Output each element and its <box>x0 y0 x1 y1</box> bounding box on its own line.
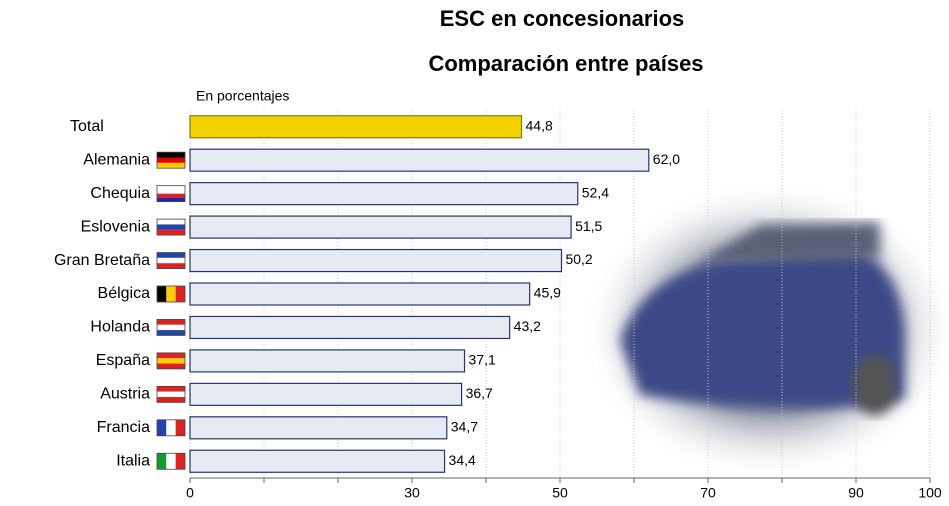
flag <box>156 385 186 403</box>
flag-stripe <box>157 257 185 264</box>
flag-stripe <box>157 219 185 225</box>
flag-stripe <box>157 391 185 398</box>
flag-stripe <box>157 363 185 369</box>
category-label: Total <box>70 118 104 135</box>
x-tick-label: 70 <box>700 485 716 501</box>
flag-stripe <box>175 286 185 302</box>
value-label: 51,5 <box>575 218 602 234</box>
flag-stripe <box>166 286 176 302</box>
flag-border <box>156 151 186 169</box>
flag-stripe <box>166 453 176 470</box>
flag-stripe <box>157 386 185 392</box>
value-label: 37,1 <box>469 352 496 368</box>
flag-stripe <box>157 189 185 194</box>
flag-stripe <box>157 185 185 190</box>
flag <box>156 352 186 370</box>
category-label: España <box>96 352 150 369</box>
category-label: Gran Bretaña <box>54 252 150 269</box>
flag-stripe <box>157 224 185 230</box>
category-label: Italia <box>116 452 150 469</box>
category-label: Chequia <box>90 185 150 202</box>
flag-border <box>156 419 186 437</box>
value-label: 36,7 <box>466 385 493 401</box>
bar <box>189 416 448 440</box>
category-label: Austria <box>100 386 150 403</box>
chart-title: ESC en concesionarios <box>440 6 685 31</box>
flag <box>156 185 186 203</box>
flag-border <box>156 452 186 470</box>
flag-stripe <box>157 453 167 470</box>
flag-border <box>156 352 186 370</box>
flag-stripe <box>157 197 185 202</box>
flag <box>156 285 186 303</box>
flag <box>156 218 186 236</box>
flag-stripe <box>175 453 185 470</box>
value-label: 45,9 <box>534 285 561 301</box>
bar <box>189 215 572 239</box>
flag <box>156 452 186 470</box>
flag-stripe <box>157 229 185 236</box>
flag <box>156 319 186 336</box>
flag-stripe <box>157 324 185 331</box>
flag-stripe <box>157 330 185 336</box>
value-label: 34,4 <box>449 452 476 468</box>
flag <box>156 252 186 269</box>
flag-stripe <box>157 286 167 302</box>
x-tick-label: 50 <box>552 485 568 501</box>
bar <box>189 282 531 306</box>
category-label: Bélgica <box>98 285 151 302</box>
chart-subtitle: Comparación entre países <box>428 51 703 76</box>
x-tick-label: 90 <box>848 485 864 501</box>
flag-stripe <box>157 319 185 325</box>
value-label: 43,2 <box>514 318 541 334</box>
flag-stripe <box>157 157 185 163</box>
flag-border <box>156 319 186 336</box>
x-tick-label: 100 <box>918 485 942 501</box>
bar <box>189 382 463 406</box>
bar <box>189 148 650 172</box>
flag-stripe <box>157 263 185 269</box>
car-photo <box>580 180 949 480</box>
unit-label: En porcentajes <box>196 88 289 104</box>
flag-border <box>156 385 186 403</box>
flag-stripe <box>157 152 185 158</box>
value-label: 62,0 <box>653 151 680 167</box>
flag-stripe <box>157 419 167 436</box>
value-label: 34,7 <box>451 419 478 435</box>
x-tick-label: 0 <box>186 485 194 501</box>
value-label: 50,2 <box>565 251 592 267</box>
flag-stripe <box>166 419 176 436</box>
category-label: Eslovenia <box>81 218 150 235</box>
flag-stripe <box>175 419 185 436</box>
flag-stripe <box>157 397 185 403</box>
flag <box>156 419 186 437</box>
flag-border <box>156 185 186 203</box>
flag-stripe <box>157 358 185 364</box>
bar <box>189 248 563 273</box>
bar <box>189 349 466 373</box>
flag-border <box>156 218 186 236</box>
flag-stripe <box>157 162 185 169</box>
category-label: Alemania <box>83 151 150 168</box>
bar <box>189 115 523 139</box>
flag-stripe <box>157 193 185 198</box>
flag <box>156 151 186 169</box>
category-label: Holanda <box>90 319 150 336</box>
flag-border <box>156 252 186 269</box>
bar <box>189 315 511 340</box>
flag-border <box>156 285 186 303</box>
flag-stripe <box>157 252 185 258</box>
value-label: 44,8 <box>526 117 553 133</box>
bar <box>189 182 579 206</box>
value-label: 52,4 <box>582 184 609 200</box>
x-tick-label: 30 <box>404 485 420 501</box>
category-label: Francia <box>97 419 150 436</box>
bar <box>189 449 446 473</box>
flag-stripe <box>157 352 185 359</box>
